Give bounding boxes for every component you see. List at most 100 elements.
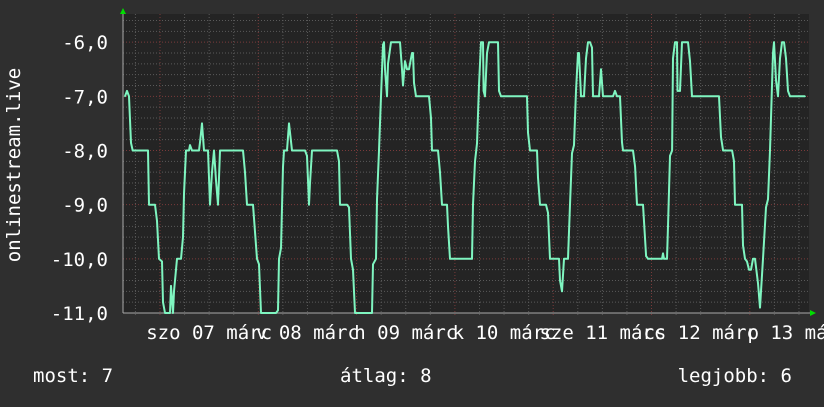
y-axis-ticks: -6,0 -7,0 -8,0 -9,0 -10,0 -11,0 xyxy=(51,32,108,325)
data-point xyxy=(471,258,473,260)
data-point xyxy=(773,41,775,43)
data-point xyxy=(602,95,604,98)
data-point xyxy=(258,263,260,266)
data-point xyxy=(278,258,280,260)
data-point xyxy=(642,203,644,206)
data-point xyxy=(219,149,221,152)
data-point xyxy=(619,95,621,98)
data-point xyxy=(375,258,377,260)
data-point xyxy=(209,203,211,206)
data-point xyxy=(304,149,306,152)
y-tick-label: -8,0 xyxy=(62,141,108,163)
y-tick-label: -10,0 xyxy=(51,249,108,271)
data-point xyxy=(742,244,744,247)
x-tick-label: sze 11 márc xyxy=(539,322,665,344)
data-point xyxy=(681,41,683,43)
data-point xyxy=(384,68,386,71)
data-point xyxy=(354,312,356,314)
data-point xyxy=(306,155,308,157)
data-point xyxy=(446,203,448,206)
data-point xyxy=(188,149,190,152)
data-point xyxy=(476,142,478,145)
data-point xyxy=(131,149,134,152)
data-point xyxy=(748,268,750,271)
data-point xyxy=(482,41,484,43)
data-point xyxy=(352,268,354,271)
x-axis-arrow-icon xyxy=(810,310,816,316)
data-point xyxy=(561,290,563,293)
data-point xyxy=(182,236,184,238)
plot-area xyxy=(123,14,809,313)
x-tick-label: szo 07 márc xyxy=(146,322,272,344)
data-point xyxy=(283,149,285,152)
data-point xyxy=(371,312,373,314)
data-point xyxy=(378,149,380,152)
data-point xyxy=(158,258,160,260)
data-point xyxy=(759,306,761,309)
data-point xyxy=(408,68,410,71)
data-point xyxy=(383,41,385,43)
data-point xyxy=(676,90,679,92)
data-point xyxy=(622,149,624,152)
data-point xyxy=(779,57,781,60)
data-point xyxy=(733,160,735,163)
data-point xyxy=(671,149,673,152)
data-point xyxy=(207,149,209,152)
data-point xyxy=(336,149,338,152)
data-point xyxy=(148,203,150,206)
data-point xyxy=(428,95,430,98)
data-point xyxy=(558,258,560,260)
data-point xyxy=(645,255,647,257)
legend-average: átlag: 8 xyxy=(340,365,432,387)
data-point xyxy=(563,258,565,260)
data-point xyxy=(583,95,585,98)
data-point xyxy=(215,179,217,182)
x-tick-label: h 09 márc xyxy=(354,322,457,344)
data-point xyxy=(437,149,439,152)
data-point xyxy=(722,149,724,152)
data-point xyxy=(720,136,722,138)
data-point xyxy=(348,206,350,209)
data-point xyxy=(478,84,480,87)
data-point xyxy=(741,203,743,206)
data-point xyxy=(449,258,451,260)
data-point xyxy=(256,258,258,260)
data-point xyxy=(731,149,733,152)
data-point xyxy=(569,203,571,206)
data-point xyxy=(580,95,582,98)
data-point xyxy=(346,203,348,206)
data-point xyxy=(775,79,777,81)
data-point xyxy=(488,41,490,43)
data-point xyxy=(480,41,482,43)
data-point xyxy=(350,258,352,260)
data-point xyxy=(804,95,806,98)
data-point xyxy=(183,193,185,195)
data-point xyxy=(161,260,163,263)
x-tick-label: v 08 márc xyxy=(256,322,359,344)
data-point xyxy=(679,90,681,92)
data-point xyxy=(592,95,594,98)
data-point xyxy=(781,41,783,43)
data-point xyxy=(744,258,746,260)
data-point xyxy=(634,165,636,168)
data-point xyxy=(756,274,758,276)
data-point xyxy=(164,312,166,314)
x-tick-label: k 10 márc xyxy=(453,322,556,344)
data-point xyxy=(591,46,593,49)
data-point xyxy=(147,149,149,152)
data-point xyxy=(767,198,769,201)
data-point xyxy=(539,203,541,206)
data-point xyxy=(527,131,529,134)
data-point xyxy=(777,95,779,98)
data-point xyxy=(380,95,382,98)
data-point xyxy=(636,203,638,206)
data-point xyxy=(589,41,591,43)
data-point xyxy=(757,282,759,285)
data-point xyxy=(447,225,449,228)
data-point xyxy=(260,312,262,314)
data-point xyxy=(286,149,288,152)
data-point xyxy=(124,95,126,98)
data-point xyxy=(154,203,156,206)
data-point xyxy=(575,90,577,92)
